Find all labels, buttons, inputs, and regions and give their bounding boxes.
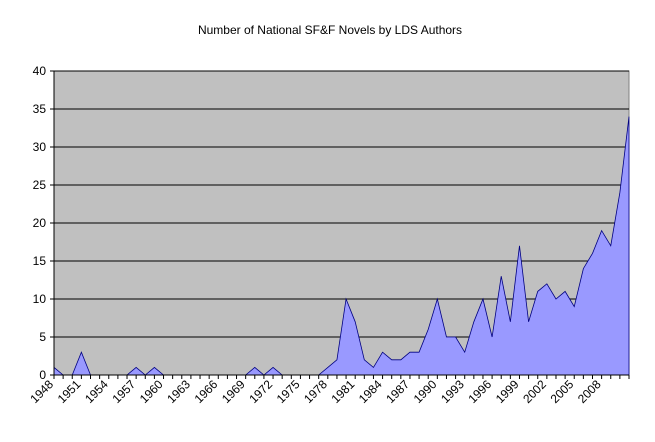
x-tick-label: 1951 bbox=[55, 377, 84, 406]
x-tick-label: 1990 bbox=[411, 377, 440, 406]
x-tick-label: 1972 bbox=[246, 377, 275, 406]
x-tick-label: 1963 bbox=[164, 377, 193, 406]
x-tick-label: 1969 bbox=[219, 377, 248, 406]
y-tick-label: 10 bbox=[33, 292, 47, 306]
y-tick-label: 20 bbox=[33, 216, 47, 230]
x-tick-label: 1996 bbox=[465, 377, 494, 406]
x-tick-label: 1960 bbox=[137, 377, 166, 406]
y-tick-label: 30 bbox=[33, 140, 47, 154]
y-tick-label: 15 bbox=[33, 254, 47, 268]
y-tick-label: 5 bbox=[39, 330, 46, 344]
x-tick-label: 1993 bbox=[438, 377, 467, 406]
x-tick-label: 1987 bbox=[383, 377, 412, 406]
x-tick-label: 1978 bbox=[301, 377, 330, 406]
x-tick-label: 1975 bbox=[274, 377, 303, 406]
x-tick-label: 1981 bbox=[329, 377, 358, 406]
y-tick-label: 40 bbox=[33, 64, 47, 78]
y-tick-label: 35 bbox=[33, 102, 47, 116]
x-axis: 1948195119541957196019631966196919721975… bbox=[27, 374, 630, 406]
x-tick-label: 1966 bbox=[192, 377, 221, 406]
x-tick-label: 1984 bbox=[356, 377, 385, 406]
x-tick-label: 1957 bbox=[109, 377, 138, 406]
y-axis: 0 5 10 15 20 25 30 35 40 bbox=[33, 64, 55, 382]
x-tick-label: 2002 bbox=[520, 377, 549, 406]
chart-title: Number of National SF&F Novels by LDS Au… bbox=[198, 23, 462, 37]
x-tick-label: 2008 bbox=[575, 377, 604, 406]
y-tick-label: 25 bbox=[33, 178, 47, 192]
y-tick-label: 0 bbox=[39, 368, 46, 382]
x-tick-label: 1954 bbox=[82, 377, 111, 406]
x-tick-label: 1948 bbox=[27, 377, 56, 406]
x-tick-label: 1999 bbox=[493, 377, 522, 406]
x-tick-label: 2005 bbox=[548, 377, 577, 406]
